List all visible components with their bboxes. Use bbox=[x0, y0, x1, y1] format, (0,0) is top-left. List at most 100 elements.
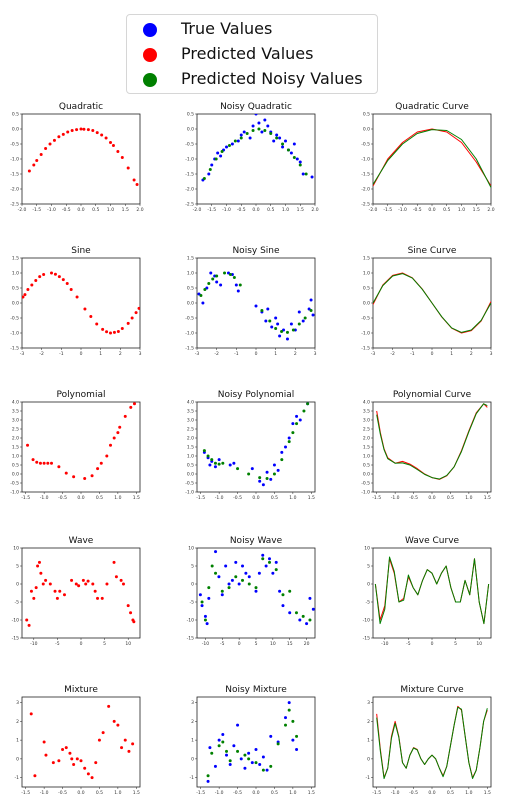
y-tick-label: -1.5 bbox=[185, 172, 194, 178]
y-tick-label: 0 bbox=[191, 756, 194, 762]
data-point-true bbox=[301, 319, 305, 323]
x-tick-label: 1.0 bbox=[289, 495, 296, 501]
data-point-pred bbox=[105, 454, 109, 458]
plot-area bbox=[22, 271, 140, 335]
data-point-noisy bbox=[227, 586, 231, 590]
data-point-pred bbox=[86, 579, 90, 583]
data-point-true bbox=[263, 118, 267, 122]
x-tick-label: 3 bbox=[139, 351, 142, 357]
data-point-pred bbox=[53, 589, 57, 593]
series-line-noisy bbox=[376, 403, 488, 480]
data-point-pred bbox=[38, 275, 42, 279]
data-point-pred bbox=[25, 618, 29, 622]
y-tick-label: -1.0 bbox=[361, 331, 370, 337]
data-point-true bbox=[207, 596, 211, 600]
y-tick-label: -1.5 bbox=[185, 346, 194, 352]
x-tick-label: 0.5 bbox=[443, 207, 450, 213]
data-point-noisy bbox=[267, 560, 271, 564]
x-tick-label: 0 bbox=[80, 351, 83, 357]
data-point-pred bbox=[96, 596, 100, 600]
data-point-pred bbox=[91, 129, 95, 132]
axes-frame bbox=[196, 257, 316, 349]
data-point-noisy bbox=[257, 127, 261, 131]
x-tick-label: -2.0 bbox=[18, 207, 27, 213]
data-point-noisy bbox=[291, 431, 295, 435]
data-point-pred bbox=[62, 593, 66, 597]
data-point-true bbox=[217, 458, 221, 462]
subplot-title: Wave bbox=[69, 536, 94, 546]
y-tick-label: 1.0 bbox=[363, 454, 370, 460]
x-tick-label: 1 bbox=[99, 351, 102, 357]
data-point-true bbox=[292, 142, 296, 146]
data-point-pred bbox=[95, 131, 99, 135]
plot-area bbox=[206, 701, 299, 783]
legend-label-predicted: Predicted Values bbox=[181, 44, 314, 63]
data-point-pred bbox=[101, 731, 105, 735]
x-tick-label: 10 bbox=[476, 641, 482, 647]
legend-marker-green bbox=[143, 73, 157, 87]
data-point-true bbox=[278, 136, 282, 140]
data-point-noisy bbox=[225, 749, 228, 753]
x-tick-label: 5 bbox=[255, 641, 258, 647]
y-tick-label: -5 bbox=[15, 600, 20, 606]
data-point-pred bbox=[83, 477, 87, 480]
x-tick-label: -5 bbox=[406, 641, 411, 647]
data-point-true bbox=[272, 463, 276, 467]
series-line-pred bbox=[374, 558, 490, 625]
data-point-true bbox=[281, 604, 285, 608]
data-point-pred bbox=[79, 759, 83, 763]
y-tick-label: 1.5 bbox=[12, 445, 19, 451]
data-point-noisy bbox=[227, 144, 231, 147]
plot-area bbox=[373, 272, 491, 334]
data-point-pred bbox=[52, 138, 56, 142]
subplot-title: Quadratic bbox=[59, 102, 103, 112]
subplot-polynomial-curve: Polynomial Curve-1.5 -1.0 -0.5 0.0 0.5 1.0 1.5… bbox=[361, 390, 492, 501]
data-point-true bbox=[228, 463, 232, 467]
data-point-pred bbox=[30, 283, 34, 287]
x-tick-label: 0.5 bbox=[271, 790, 278, 796]
data-point-true bbox=[308, 596, 312, 600]
subplot-title: Noisy Mixture bbox=[225, 685, 287, 695]
data-point-noisy bbox=[220, 150, 224, 153]
data-point-true bbox=[261, 553, 265, 557]
x-tick-label: -1 bbox=[59, 351, 64, 357]
y-tick-label: 2 bbox=[367, 719, 370, 725]
data-point-noisy bbox=[306, 402, 310, 406]
data-point-noisy bbox=[281, 142, 285, 146]
data-point-noisy bbox=[294, 611, 298, 615]
data-point-true bbox=[254, 114, 258, 116]
axes-frame bbox=[196, 696, 316, 788]
data-point-true bbox=[224, 564, 228, 568]
data-point-pred bbox=[77, 584, 81, 588]
data-point-pred bbox=[70, 129, 74, 132]
data-point-true bbox=[236, 723, 240, 727]
x-tick-label: -3 bbox=[195, 351, 200, 357]
x-tick-label: -1.0 bbox=[40, 790, 49, 796]
y-tick-label: 1.5 bbox=[363, 256, 370, 262]
x-tick-label: 1.0 bbox=[289, 790, 296, 796]
subplot-title: Quadratic Curve bbox=[395, 102, 469, 112]
data-point-true bbox=[301, 172, 305, 176]
y-tick-label: 1.5 bbox=[187, 445, 194, 451]
data-point-noisy bbox=[280, 330, 284, 333]
x-tick-label: 1.5 bbox=[133, 790, 140, 796]
data-point-pred bbox=[96, 467, 100, 471]
data-point-pred bbox=[57, 135, 61, 139]
data-point-pred bbox=[42, 740, 46, 744]
x-tick-label: -2 bbox=[39, 351, 44, 357]
plot-area bbox=[376, 705, 488, 780]
data-point-true bbox=[203, 614, 207, 618]
x-tick-label: -10 bbox=[202, 641, 209, 647]
data-point-true bbox=[297, 310, 301, 314]
subplot-wave-curve: Wave Curve -10 -5 0 5 10 10 5 0 -5 -10 -15 bbox=[363, 536, 492, 647]
x-tick-label: -0.5 bbox=[413, 207, 422, 213]
data-point-pred bbox=[130, 316, 134, 320]
data-point-noisy bbox=[292, 156, 296, 159]
x-tick-label: 10 bbox=[125, 641, 131, 647]
data-point-noisy bbox=[287, 708, 291, 712]
data-point-pred bbox=[91, 582, 95, 586]
y-tick-label: 0.0 bbox=[363, 127, 370, 133]
subplot-mixture-curve: Mixture Curve -1.5 -1.0 -0.5 0.0 0.5 1.0 1.5 3 2 1… bbox=[366, 685, 492, 796]
x-tick-label: 0.0 bbox=[77, 790, 84, 796]
